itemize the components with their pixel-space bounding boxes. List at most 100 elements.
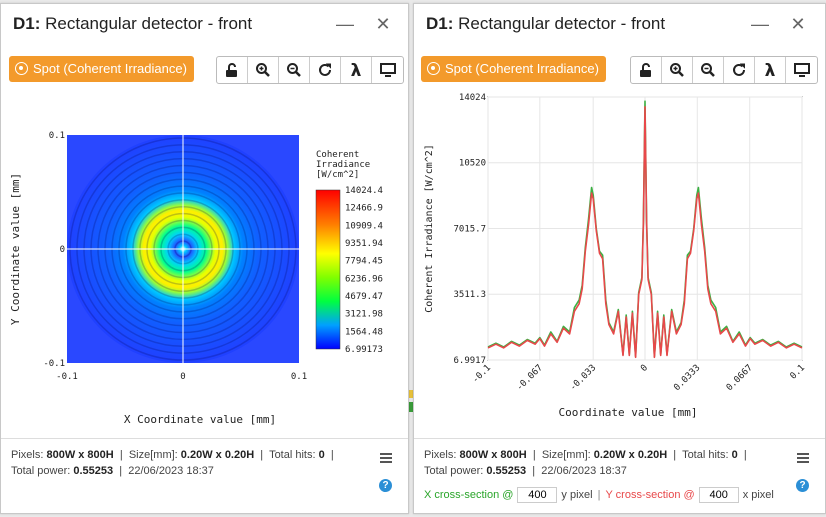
x-cross-section-line [487, 100, 803, 358]
y-tick-label: -0.1 [43, 359, 65, 369]
spot-plot: -0.1 0 0.1 0.1 0 -0.1 X Coordinate value [mm] Y… [1, 89, 408, 434]
x-cross-section-input[interactable] [517, 487, 558, 503]
spot-svg: -0.1 0 0.1 0.1 0 -0.1 X Coordinate value [mm] Y… [9, 131, 383, 426]
x-tick-label: 0.0333 [672, 363, 702, 393]
y-tick-label: 7015.7 [453, 224, 486, 234]
y-cross-section-line [487, 105, 803, 359]
info-footer: Pixels: 800W x 800H | Size[mm]: 0.20W x … [414, 438, 825, 513]
x-tick-label: -0.033 [568, 363, 598, 393]
refresh-button[interactable] [724, 57, 755, 83]
colorbar-tick-label: 7794.45 [345, 257, 383, 267]
window-title: D1: Rectangular detector - front [426, 14, 666, 33]
menu-icon[interactable] [380, 453, 392, 463]
monitor-button[interactable] [372, 57, 403, 83]
spot-mode-button[interactable]: Spot (Coherent Irradiance) [421, 56, 606, 82]
x-axis-label: X Coordinate value [mm] [124, 413, 276, 426]
y-tick-label: 6.9917 [453, 356, 486, 366]
help-icon[interactable]: ? [796, 479, 809, 492]
colorbar-tick-label: 6236.96 [345, 274, 383, 284]
svg-text:λ: λ [351, 61, 362, 79]
info-line-2: Total power: 0.55253 | 22/06/2023 18:37 [424, 465, 627, 477]
svg-text:λ: λ [765, 61, 776, 79]
zoom-in-icon [670, 63, 684, 77]
x-tick-label: 0 [180, 372, 185, 382]
zoom-in-button[interactable] [248, 57, 279, 83]
background-strip [409, 402, 413, 412]
refresh-button[interactable] [310, 57, 341, 83]
lambda-icon: λ [351, 61, 362, 79]
y-tick-label: 0 [60, 245, 65, 255]
cross-section-svg: -0.1 -0.067 -0.033 0 0.0333 0.0667 0.1 14024 105… [424, 93, 808, 419]
lambda-button[interactable]: λ [755, 57, 786, 83]
y-cross-section-label: Y cross-section @ [605, 489, 695, 501]
zoom-out-button[interactable] [693, 57, 724, 83]
background-strip [409, 390, 413, 398]
unlock-icon [226, 63, 237, 77]
window-title: D1: Rectangular detector - front [13, 14, 253, 33]
y-cross-section-input[interactable] [698, 487, 739, 503]
y-cross-section-unit: x pixel [742, 489, 774, 501]
close-button[interactable]: ✕ [375, 14, 391, 34]
x-tick-label: -0.067 [515, 363, 545, 393]
cross-section-controls: X cross-section @ y pixel | Y cross-sect… [424, 487, 774, 503]
close-button[interactable]: ✕ [790, 14, 806, 34]
y-tick-label: 10520 [459, 159, 486, 169]
zoom-out-icon [701, 63, 715, 77]
x-tick-label: 0 [639, 363, 650, 374]
spot-icon [427, 62, 440, 75]
info-line-1: Pixels: 800W x 800H | Size[mm]: 0.20W x … [424, 449, 747, 461]
help-icon[interactable]: ? [379, 479, 392, 492]
unlock-button[interactable] [217, 57, 248, 83]
colorbar-title: Irradiance [316, 160, 370, 170]
zoom-in-icon [256, 63, 270, 77]
detector-window-left: D1: Rectangular detector - front — ✕ Spo… [0, 3, 409, 514]
minimize-button[interactable]: — [751, 14, 769, 34]
colorbar-tick-label: 1564.48 [345, 327, 383, 337]
zoom-out-button[interactable] [279, 57, 310, 83]
unlock-icon [640, 63, 651, 77]
plot-toolbar: λ [216, 56, 404, 84]
lambda-icon: λ [765, 61, 776, 79]
lambda-button[interactable]: λ [341, 57, 372, 83]
refresh-icon [319, 63, 331, 76]
cross-section-plot: -0.1 -0.067 -0.033 0 0.0333 0.0667 0.1 14024 105… [414, 89, 825, 434]
zoom-in-button[interactable] [662, 57, 693, 83]
spot-icon [15, 62, 28, 75]
title-bar[interactable]: D1: Rectangular detector - front — ✕ [414, 4, 825, 44]
x-tick-label: 0.1 [789, 363, 808, 382]
detector-window-right: D1: Rectangular detector - front — ✕ Spo… [413, 3, 826, 514]
zoom-out-icon [287, 63, 301, 77]
colorbar-tick-label: 3121.98 [345, 310, 383, 320]
x-tick-label: 0.0667 [725, 363, 755, 393]
y-axis-label: Coherent Irradiance [W/cm^2] [424, 144, 435, 313]
refresh-icon [733, 63, 745, 76]
y-axis-label: Y Coordinate value [mm] [9, 173, 22, 325]
colorbar-tick-label: 6.99173 [345, 345, 383, 355]
x-tick-label: 0.1 [291, 372, 307, 382]
plot-toolbar: λ [630, 56, 818, 84]
info-footer: Pixels: 800W x 800H | Size[mm]: 0.20W x … [1, 438, 408, 513]
unlock-button[interactable] [631, 57, 662, 83]
title-bar[interactable]: D1: Rectangular detector - front — ✕ [1, 4, 408, 44]
monitor-button[interactable] [786, 57, 817, 83]
x-axis-label: Coordinate value [mm] [558, 406, 697, 419]
colorbar-tick-label: 10909.4 [345, 221, 383, 231]
monitor-icon [379, 63, 396, 77]
y-tick-label: 3511.3 [453, 290, 486, 300]
colorbar-tick-label: 14024.4 [345, 186, 383, 196]
colorbar-title: Coherent [316, 150, 359, 160]
info-line-2: Total power: 0.55253 | 22/06/2023 18:37 [11, 465, 214, 477]
x-cross-section-label: X cross-section @ [424, 489, 514, 501]
x-tick-label: -0.1 [471, 363, 493, 385]
x-cross-section-unit: y pixel [561, 489, 593, 501]
colorbar [315, 189, 341, 350]
minimize-button[interactable]: — [336, 14, 354, 34]
menu-icon[interactable] [797, 453, 809, 463]
y-tick-label: 14024 [459, 93, 486, 103]
spot-mode-button[interactable]: Spot (Coherent Irradiance) [9, 56, 194, 82]
colorbar-tick-label: 12466.9 [345, 204, 383, 214]
x-tick-label: -0.1 [56, 372, 78, 382]
y-tick-label: 0.1 [49, 131, 65, 141]
info-line-1: Pixels: 800W x 800H | Size[mm]: 0.20W x … [11, 449, 334, 461]
colorbar-title: [W/cm^2] [316, 170, 359, 180]
